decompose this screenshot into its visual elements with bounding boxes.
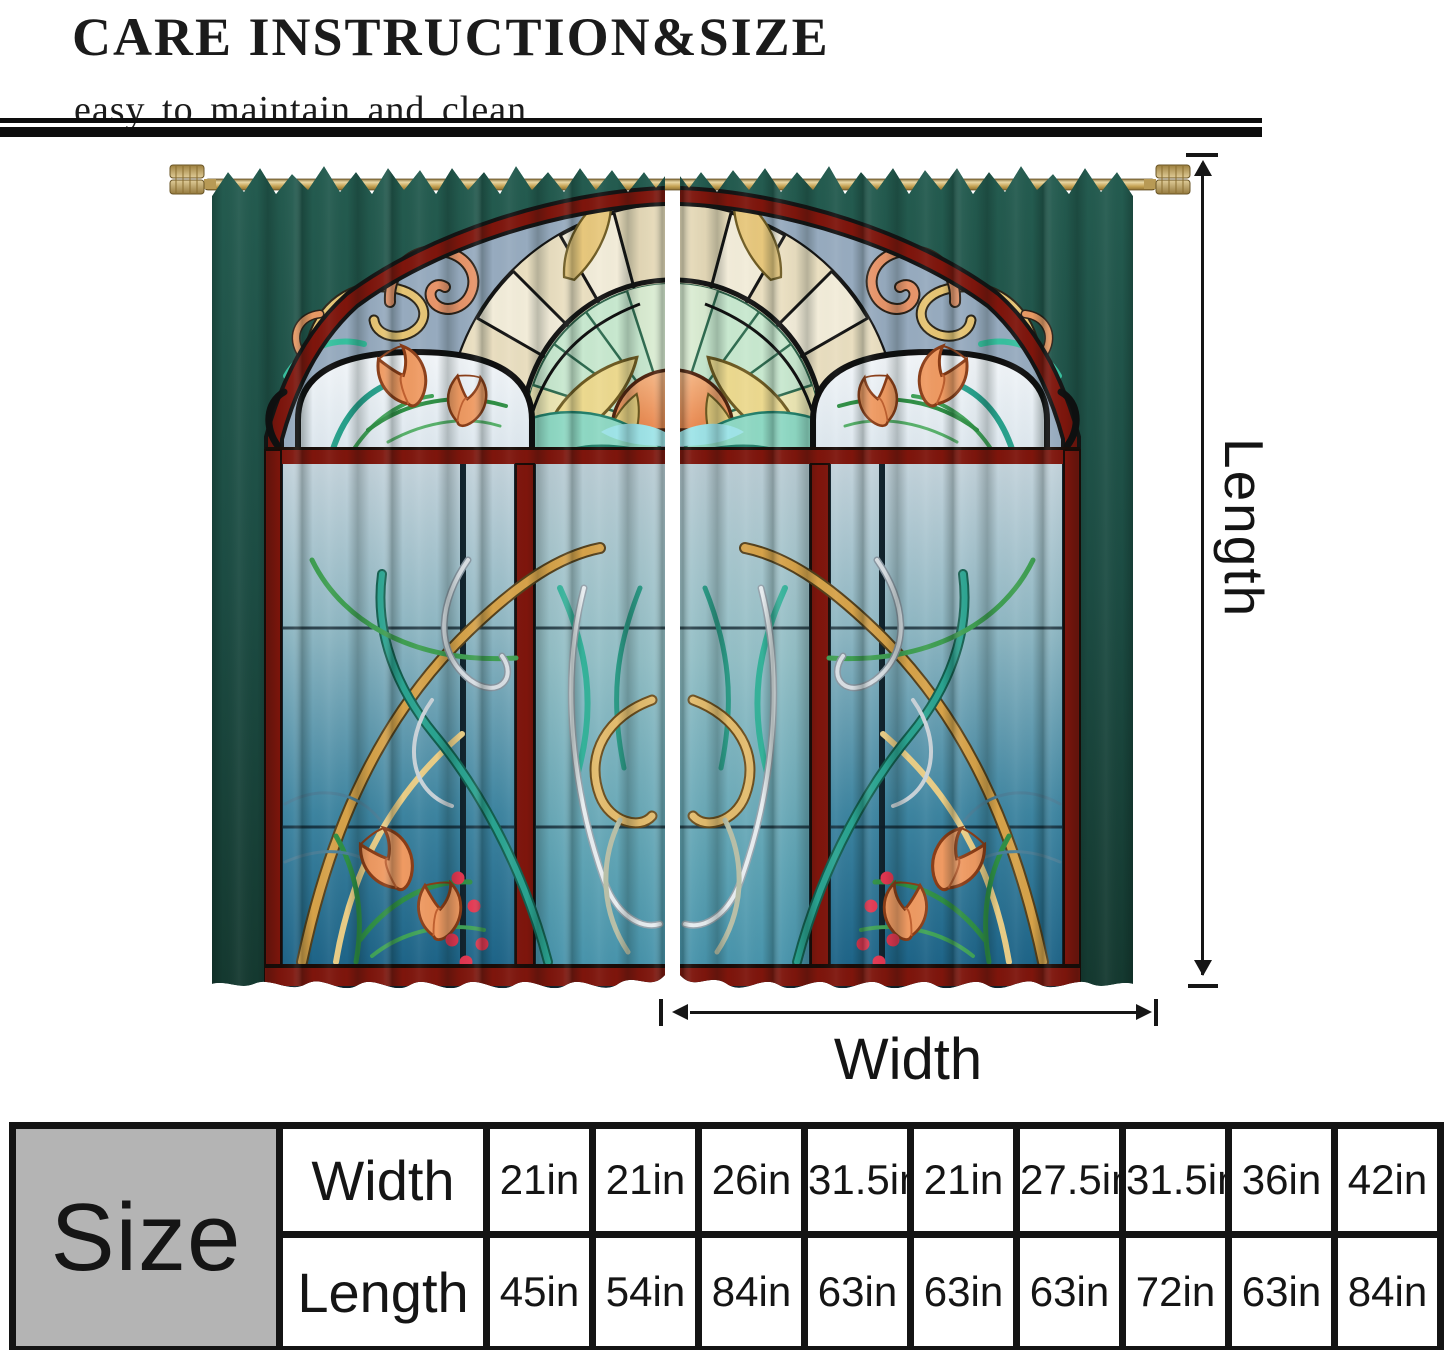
length-value-cell: 45in: [483, 1231, 596, 1350]
row-label-width: Width: [276, 1122, 490, 1238]
page-title: CARE INSTRUCTION&SIZE: [72, 7, 830, 67]
width-value-cell: 21in: [907, 1122, 1020, 1238]
length-tick-top: [1186, 153, 1218, 157]
length-arrow-down-icon: [1194, 960, 1212, 976]
rod-finial-left: [169, 164, 216, 195]
width-label: Width: [833, 1027, 983, 1092]
width-value-cell: 36in: [1225, 1122, 1338, 1238]
width-tick-left: [659, 999, 663, 1026]
length-line: [1201, 163, 1204, 975]
width-value-cell: 27.5in: [1013, 1122, 1126, 1238]
curtain-panel-right: [673, 166, 1133, 988]
length-value-cell: 63in: [1225, 1231, 1338, 1350]
width-value-cell: 31.5in: [1119, 1122, 1232, 1238]
rod-finial-right: [1144, 164, 1191, 195]
length-value-cell: 72in: [1119, 1231, 1232, 1350]
curtain-illustration: [169, 150, 1191, 1050]
page-subtitle: easy to maintain and clean: [74, 89, 528, 131]
size-corner-cell: Size: [9, 1122, 283, 1350]
width-tick-right: [1154, 999, 1158, 1026]
length-value-cell: 63in: [1013, 1231, 1126, 1350]
curtain-panel-left: [212, 166, 672, 988]
divider-line-thin: [0, 118, 1262, 123]
length-value-cell: 63in: [801, 1231, 914, 1350]
length-value-cell: 84in: [695, 1231, 808, 1350]
width-line: [690, 1011, 1138, 1014]
width-arrow-left-icon: [672, 1004, 688, 1020]
width-value-cell: 42in: [1331, 1122, 1444, 1238]
row-label-length: Length: [276, 1231, 490, 1350]
width-value-cell: 21in: [483, 1122, 596, 1238]
width-value-cell: 26in: [695, 1122, 808, 1238]
length-value-cell: 54in: [589, 1231, 702, 1350]
width-value-cell: 21in: [589, 1122, 702, 1238]
length-value-cell: 84in: [1331, 1231, 1444, 1350]
size-table: Size Width 21in 21in 26in 31.5in 21in 27…: [9, 1122, 1444, 1350]
length-arrow-up-icon: [1194, 160, 1212, 176]
length-tick-bottom: [1188, 984, 1218, 988]
length-value-cell: 63in: [907, 1231, 1020, 1350]
divider-line-thick: [0, 127, 1262, 137]
length-label: Length: [1213, 438, 1275, 619]
width-arrow-right-icon: [1136, 1004, 1152, 1020]
width-value-cell: 31.5in: [801, 1122, 914, 1238]
